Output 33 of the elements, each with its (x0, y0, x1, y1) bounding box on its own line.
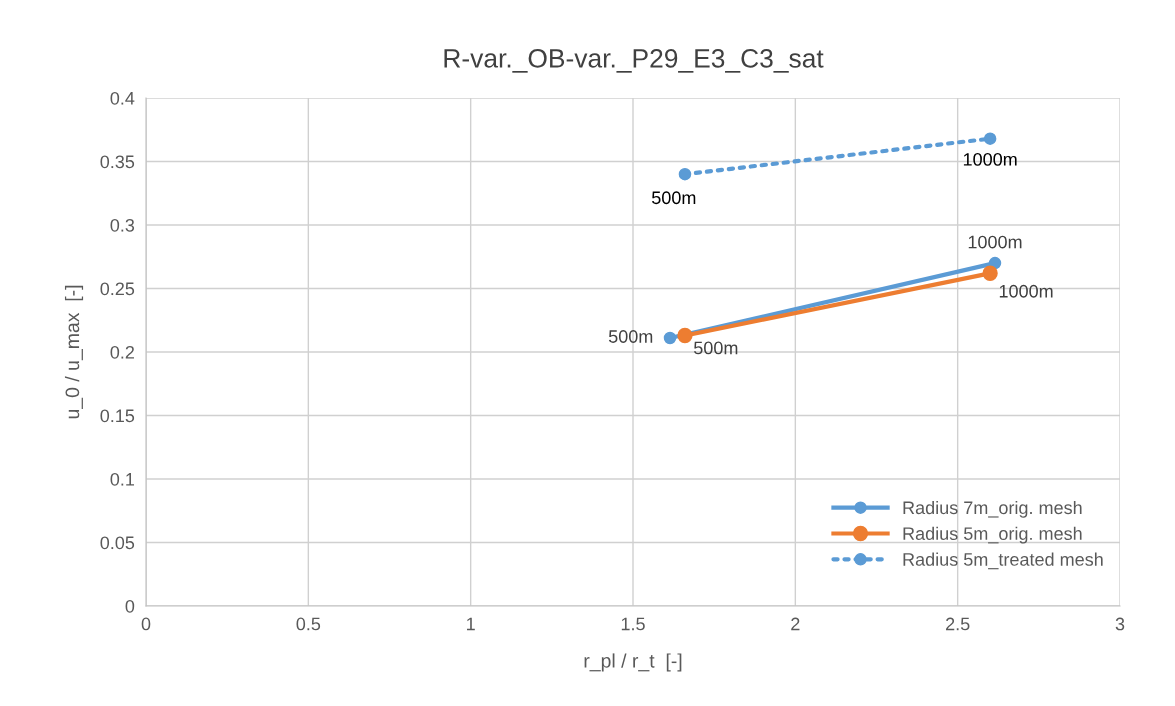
point (677, 327, 693, 344)
annotation: 1000m (999, 284, 1053, 298)
point (678, 167, 692, 181)
x-tick-label: 1.5 (621, 617, 645, 631)
y-tick-label: 0.1 (110, 472, 135, 486)
annotation: 500m (651, 191, 696, 205)
point (663, 331, 677, 345)
x-tick-label: 3 (1115, 617, 1125, 631)
point (983, 132, 997, 145)
y-tick-label: 0.05 (100, 536, 135, 550)
annotation: 1000m (968, 235, 1022, 249)
chart-title: R-var._OB-var._P29_E3_C3_sat (444, 49, 824, 73)
x-tick-label: 1 (467, 617, 475, 631)
y-tick-label: 0.2 (110, 345, 134, 359)
legend-label: Radius 5m_treated mesh (903, 552, 1103, 570)
x-tick-label: 0 (141, 617, 151, 631)
legend-label: Radius 7m_orig. mesh (903, 500, 1082, 518)
x-tick-label: 2.5 (946, 617, 970, 631)
legend-label: Radius 5m_orig. mesh (903, 526, 1082, 544)
y-tick-label: 0.4 (110, 91, 135, 105)
y-tick-label: 0.25 (100, 282, 135, 296)
y-tick-label: 0 (125, 599, 135, 613)
x-tick-label: 2 (791, 617, 800, 631)
point (982, 265, 998, 281)
y-tick-label: 0.15 (100, 409, 135, 423)
y-axis-title: u_0 / u_max [-] (64, 285, 84, 419)
x-axis-title: r_pl / r_t [-] (584, 653, 682, 672)
annotation: 1000m (963, 153, 1017, 166)
y-tick-label: 0.3 (110, 218, 135, 232)
annotation: 500m (608, 330, 653, 343)
y-tick-label: 0.35 (100, 155, 135, 169)
x-tick-label: 0.5 (296, 617, 321, 631)
annotation: 500m (694, 341, 738, 355)
